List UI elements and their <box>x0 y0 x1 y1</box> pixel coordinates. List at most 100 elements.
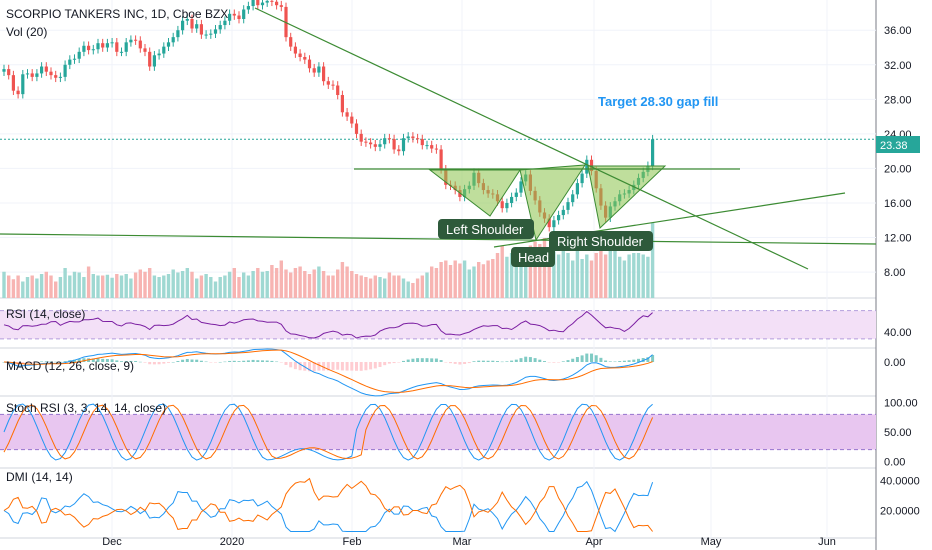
macd-histogram-bar <box>105 359 109 362</box>
macd-histogram-bar <box>270 360 274 362</box>
time-axis-label: Feb <box>343 536 362 548</box>
macd-histogram-bar <box>496 361 499 362</box>
macd-histogram-bar <box>143 362 147 363</box>
volume-bar <box>307 274 312 298</box>
macd-histogram-bar <box>40 361 44 362</box>
volume-bar <box>354 274 359 298</box>
volume-bar <box>157 277 161 298</box>
candle-body <box>190 19 194 29</box>
macd-histogram-bar <box>209 362 213 363</box>
time-axis-label: Jun <box>818 536 836 548</box>
candle-body <box>223 20 227 26</box>
candle-body <box>134 39 138 41</box>
macd-histogram-bar <box>246 360 250 362</box>
macd-histogram-bar <box>44 361 48 362</box>
macd-histogram-bar <box>557 362 561 363</box>
volume-bar <box>519 248 523 298</box>
volume-bar <box>260 271 265 298</box>
volume-bar <box>49 275 53 298</box>
candle-body <box>561 209 565 216</box>
candle-body <box>383 138 387 145</box>
candle-body <box>185 19 189 21</box>
macd-histogram-bar <box>82 358 86 362</box>
candle-body <box>2 69 6 72</box>
macd-histogram-bar <box>622 360 626 362</box>
candle-body <box>30 73 34 77</box>
candle-body <box>514 192 518 197</box>
candle-body <box>275 1 279 6</box>
macd-histogram-bar <box>223 361 227 363</box>
candle-body <box>317 66 321 73</box>
macd-signal-line <box>3 349 653 393</box>
macd-histogram-bar <box>604 360 608 362</box>
macd-histogram-bar <box>54 361 58 363</box>
volume-bar <box>340 262 345 298</box>
volume-bar <box>270 265 274 298</box>
volume-bar <box>378 277 382 298</box>
volume-bar <box>542 238 547 298</box>
volume-bar <box>68 275 72 298</box>
macd-histogram-bar <box>547 362 551 363</box>
volume-bar <box>63 268 67 298</box>
candle-body <box>387 138 391 140</box>
time-axis-label: May <box>701 536 722 548</box>
volume-bar <box>105 274 110 298</box>
volume-bar <box>82 277 86 298</box>
volume-bar <box>265 271 269 298</box>
volume-bar <box>199 275 204 298</box>
head-callout <box>511 247 555 267</box>
volume-bar <box>110 277 114 298</box>
volume-bar <box>632 253 636 298</box>
volume-bar <box>58 277 63 298</box>
volume-bar <box>566 253 570 298</box>
macd-histogram-bar <box>331 362 335 370</box>
price-tick-label: 36.00 <box>884 25 912 37</box>
candle-body <box>138 40 142 49</box>
macd-histogram-bar <box>312 362 316 372</box>
volume-bar <box>533 241 537 298</box>
macd-histogram-bar <box>228 360 232 362</box>
candle-body <box>129 39 133 43</box>
volume-bar <box>608 245 612 298</box>
volume-bar <box>373 275 377 298</box>
candle-body <box>420 139 424 146</box>
volume-bar <box>293 268 298 298</box>
volume-bar <box>425 272 429 298</box>
candle-body <box>11 75 15 91</box>
candle-body <box>580 173 584 184</box>
volume-bar <box>350 271 354 298</box>
volume-bar <box>331 275 335 298</box>
macd-histogram-bar <box>505 361 509 362</box>
volume-bar <box>627 254 631 298</box>
candle-body <box>585 159 589 174</box>
macd-histogram-bar <box>167 362 170 363</box>
stoch-tick-label: 100.00 <box>884 398 918 410</box>
candle-body <box>21 74 25 95</box>
candle-body <box>119 51 124 53</box>
candle-body <box>204 34 208 36</box>
axes: Dec 2020 Feb Mar Apr May Jun36.0032.0028.0024.… <box>102 25 920 548</box>
candle-body <box>162 46 166 54</box>
macd-histogram-bar <box>397 362 401 363</box>
rsi-line <box>3 310 653 339</box>
macd-histogram-bar <box>594 355 598 362</box>
volume-bar <box>491 259 495 298</box>
macd-histogram-bar <box>308 362 311 372</box>
macd-histogram-bar <box>49 361 53 362</box>
head-label: Head <box>518 250 549 265</box>
macd-histogram-bar <box>561 361 565 362</box>
volume-bar <box>72 271 77 298</box>
candle-body <box>354 123 359 134</box>
candle-body <box>571 194 575 203</box>
volume-bar <box>397 275 401 298</box>
volume-bar <box>237 277 241 298</box>
macd-histogram-bar <box>199 360 203 362</box>
volume-bar <box>213 281 218 298</box>
volume-bar <box>415 278 420 298</box>
candle-body <box>293 46 297 54</box>
macd-histogram-bar <box>613 361 617 363</box>
volume-bar <box>524 254 528 298</box>
volume-bar <box>622 260 627 298</box>
candle-body <box>91 49 95 51</box>
candle-body <box>54 75 58 78</box>
